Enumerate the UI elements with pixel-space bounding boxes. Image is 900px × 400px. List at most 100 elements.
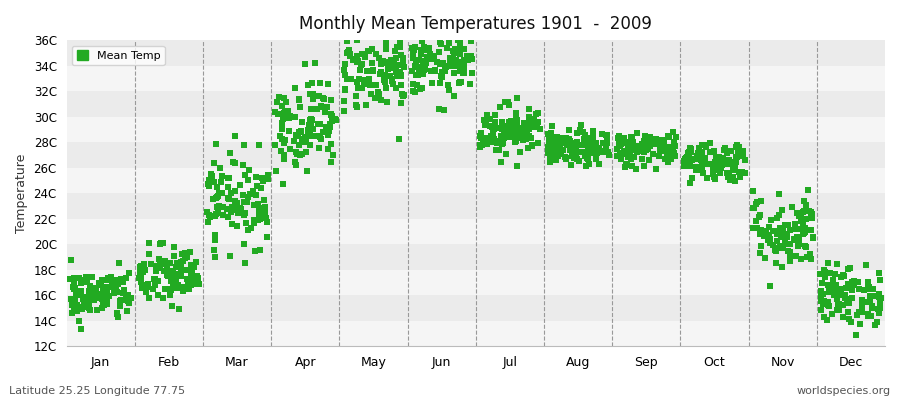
- Point: [415, 85, 429, 91]
- Point: [74, 288, 88, 294]
- Point: [821, 302, 835, 308]
- Point: [106, 284, 121, 290]
- Point: [168, 276, 183, 282]
- Point: [418, 47, 433, 54]
- Point: [484, 133, 499, 140]
- Point: [374, 96, 389, 103]
- Point: [643, 143, 657, 149]
- Point: [174, 273, 188, 279]
- Point: [753, 231, 768, 237]
- Point: [214, 179, 229, 185]
- Point: [296, 136, 310, 142]
- Point: [613, 140, 627, 147]
- Point: [81, 297, 95, 304]
- Point: [478, 121, 492, 127]
- Point: [626, 138, 640, 145]
- Point: [272, 94, 286, 100]
- Point: [220, 214, 235, 220]
- Point: [708, 154, 723, 160]
- Point: [303, 106, 318, 112]
- Point: [69, 291, 84, 297]
- Point: [452, 80, 466, 86]
- Point: [865, 304, 879, 311]
- Point: [872, 290, 886, 297]
- Point: [303, 142, 318, 149]
- Point: [796, 219, 810, 226]
- Bar: [67, 193, 885, 219]
- Point: [240, 194, 255, 200]
- Point: [324, 96, 338, 103]
- Point: [830, 261, 844, 268]
- Point: [201, 181, 215, 187]
- Point: [293, 128, 308, 134]
- Point: [722, 169, 736, 176]
- Point: [112, 303, 127, 310]
- Point: [815, 301, 830, 308]
- Point: [822, 289, 836, 296]
- Point: [433, 38, 447, 45]
- Point: [713, 160, 727, 166]
- Point: [796, 208, 811, 214]
- Point: [483, 123, 498, 130]
- Point: [409, 44, 423, 51]
- Point: [393, 52, 408, 58]
- Point: [292, 97, 306, 104]
- Point: [852, 286, 867, 292]
- Point: [325, 115, 339, 121]
- Point: [504, 126, 518, 133]
- Point: [682, 156, 697, 163]
- Point: [340, 50, 355, 56]
- Point: [511, 127, 526, 134]
- Point: [92, 280, 106, 286]
- Point: [211, 192, 225, 199]
- Point: [83, 306, 97, 313]
- Point: [588, 147, 602, 154]
- Point: [150, 292, 165, 298]
- Point: [177, 250, 192, 256]
- Point: [492, 147, 507, 153]
- Point: [636, 149, 651, 155]
- Point: [154, 239, 168, 246]
- Point: [612, 132, 626, 139]
- Point: [625, 136, 639, 142]
- Point: [82, 304, 96, 311]
- Point: [258, 215, 273, 221]
- Point: [747, 205, 761, 212]
- Point: [170, 260, 184, 266]
- Point: [710, 167, 724, 174]
- Point: [792, 210, 806, 216]
- Point: [428, 66, 443, 73]
- Point: [410, 56, 424, 63]
- Point: [412, 86, 427, 93]
- Point: [250, 201, 265, 207]
- Point: [181, 286, 195, 292]
- Point: [873, 277, 887, 283]
- Point: [772, 190, 787, 197]
- Point: [276, 152, 291, 158]
- Point: [636, 142, 651, 148]
- Point: [814, 292, 828, 298]
- Point: [457, 70, 472, 76]
- Point: [836, 272, 850, 278]
- Point: [509, 138, 524, 144]
- Point: [546, 145, 561, 152]
- Point: [410, 82, 425, 88]
- Point: [814, 307, 828, 313]
- Point: [666, 129, 680, 136]
- Point: [295, 136, 310, 143]
- Point: [278, 108, 293, 115]
- Point: [679, 158, 693, 164]
- Point: [774, 234, 788, 240]
- Point: [668, 143, 682, 149]
- Point: [118, 297, 132, 303]
- Point: [560, 139, 574, 146]
- Point: [260, 176, 274, 182]
- Point: [664, 152, 679, 158]
- Point: [445, 58, 459, 64]
- Point: [571, 142, 585, 148]
- Point: [782, 254, 796, 261]
- Point: [240, 199, 255, 206]
- Point: [116, 290, 130, 296]
- Point: [500, 129, 514, 135]
- Point: [384, 78, 399, 85]
